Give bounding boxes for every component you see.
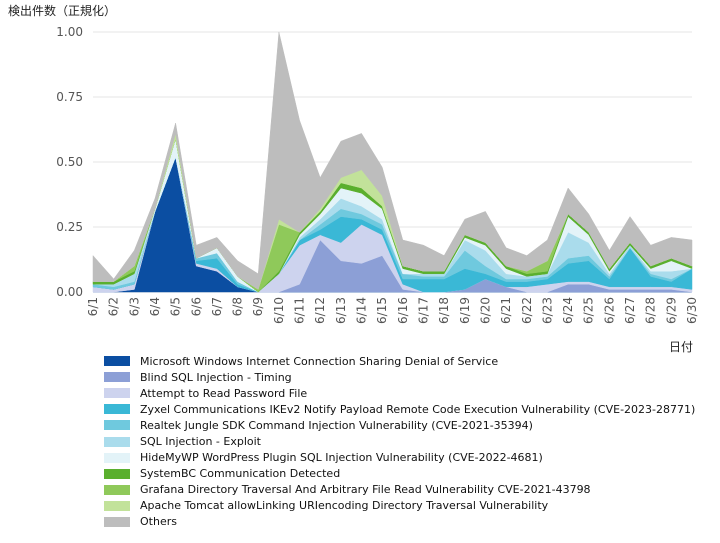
legend-item: Zyxel Communications IKEv2 Notify Payloa… xyxy=(104,401,695,417)
legend-swatch xyxy=(104,404,130,415)
legend-label: Apache Tomcat allowLinking URIencoding D… xyxy=(140,499,549,513)
y-tick-label: 0.25 xyxy=(56,220,83,234)
series-area xyxy=(92,31,693,290)
legend-label: Grafana Directory Traversal And Arbitrar… xyxy=(140,483,591,497)
x-tick-label: 6/10 xyxy=(272,297,286,324)
x-tick-label: 6/4 xyxy=(148,297,162,316)
x-tick-label: 6/13 xyxy=(334,297,348,324)
x-tick-label: 6/25 xyxy=(582,297,596,324)
legend-label: SQL Injection - Exploit xyxy=(140,435,261,449)
legend-swatch xyxy=(104,420,130,431)
x-tick-label: 6/12 xyxy=(313,297,327,324)
x-tick-label: 6/22 xyxy=(520,297,534,324)
y-tick-label: 0.00 xyxy=(56,285,83,299)
x-tick-label: 6/5 xyxy=(169,297,183,316)
x-axis-label: 日付 xyxy=(669,340,694,354)
legend-swatch xyxy=(104,436,130,447)
legend-item: Blind SQL Injection - Timing xyxy=(104,369,695,385)
x-tick-label: 6/9 xyxy=(251,297,265,316)
x-tick-label: 6/11 xyxy=(293,297,307,324)
legend-label: Zyxel Communications IKEv2 Notify Payloa… xyxy=(140,402,696,416)
legend-item: Microsoft Windows Internet Connection Sh… xyxy=(104,353,695,369)
x-tick-label: 6/26 xyxy=(602,297,616,324)
legend-label: Realtek Jungle SDK Command Injection Vul… xyxy=(140,418,533,432)
x-tick-label: 6/16 xyxy=(396,297,410,324)
y-tick-label: 0.75 xyxy=(56,90,83,104)
legend-item: SQL Injection - Exploit xyxy=(104,433,695,449)
legend-swatch xyxy=(104,356,130,367)
x-tick-label: 6/2 xyxy=(107,297,121,316)
legend-item: Apache Tomcat allowLinking URIencoding D… xyxy=(104,498,695,514)
x-tick-label: 6/7 xyxy=(210,297,224,316)
legend-item: Realtek Jungle SDK Command Injection Vul… xyxy=(104,417,695,433)
legend-label: SystemBC Communication Detected xyxy=(140,467,341,481)
x-tick-label: 6/24 xyxy=(561,297,575,324)
legend-swatch xyxy=(104,500,130,511)
x-tick-label: 6/27 xyxy=(623,297,637,324)
legend-label: Blind SQL Injection - Timing xyxy=(140,370,292,384)
x-tick-label: 6/6 xyxy=(189,297,203,316)
x-tick-label: 6/28 xyxy=(644,297,658,324)
legend-label: Attempt to Read Password File xyxy=(140,386,308,400)
legend-swatch xyxy=(104,516,130,527)
x-tick-label: 6/23 xyxy=(540,297,554,324)
y-tick-label: 0.50 xyxy=(56,155,83,169)
x-tick-label: 6/14 xyxy=(355,297,369,324)
legend-label: HideMyWP WordPress Plugin SQL Injection … xyxy=(140,451,543,465)
x-tick-label: 6/18 xyxy=(437,297,451,324)
x-tick-label: 6/1 xyxy=(86,297,100,316)
legend-swatch xyxy=(104,484,130,495)
x-tick-label: 6/8 xyxy=(231,297,245,316)
stacked-area-plot: 0.00 0.25 0.50 0.75 1.00 6/1 6/2 6/3 6/4 6/5 6/6 6/… xyxy=(56,25,699,324)
legend-item: SystemBC Communication Detected xyxy=(104,466,695,482)
chart-area: 検出件数（正規化） 0.00 0.25 0.50 0.75 1.00 6/1 6/2 6/3 6… xyxy=(8,4,699,354)
x-tick-label: 6/20 xyxy=(478,297,492,324)
x-tick-label: 6/17 xyxy=(416,297,430,324)
legend-swatch xyxy=(104,468,130,479)
legend-item: Attempt to Read Password File xyxy=(104,385,695,401)
legend-label: Microsoft Windows Internet Connection Sh… xyxy=(140,354,499,368)
x-tick-label: 6/29 xyxy=(664,297,678,324)
x-tick-label: 6/19 xyxy=(458,297,472,324)
legend-item: Others xyxy=(104,514,695,530)
legend-label: Others xyxy=(140,515,177,529)
x-tick-label: 6/21 xyxy=(499,297,513,324)
x-tick-label: 6/30 xyxy=(685,297,699,324)
legend-swatch xyxy=(104,452,130,463)
legend: Microsoft Windows Internet Connection Sh… xyxy=(104,353,695,530)
legend-item: Grafana Directory Traversal And Arbitrar… xyxy=(104,482,695,498)
legend-swatch xyxy=(104,372,130,383)
legend-item: HideMyWP WordPress Plugin SQL Injection … xyxy=(104,450,695,466)
legend-swatch xyxy=(104,388,130,399)
x-tick-label: 6/15 xyxy=(375,297,389,324)
y-axis-label: 検出件数（正規化） xyxy=(8,4,117,18)
x-tick-label: 6/3 xyxy=(127,297,141,316)
y-tick-label: 1.00 xyxy=(56,25,83,39)
